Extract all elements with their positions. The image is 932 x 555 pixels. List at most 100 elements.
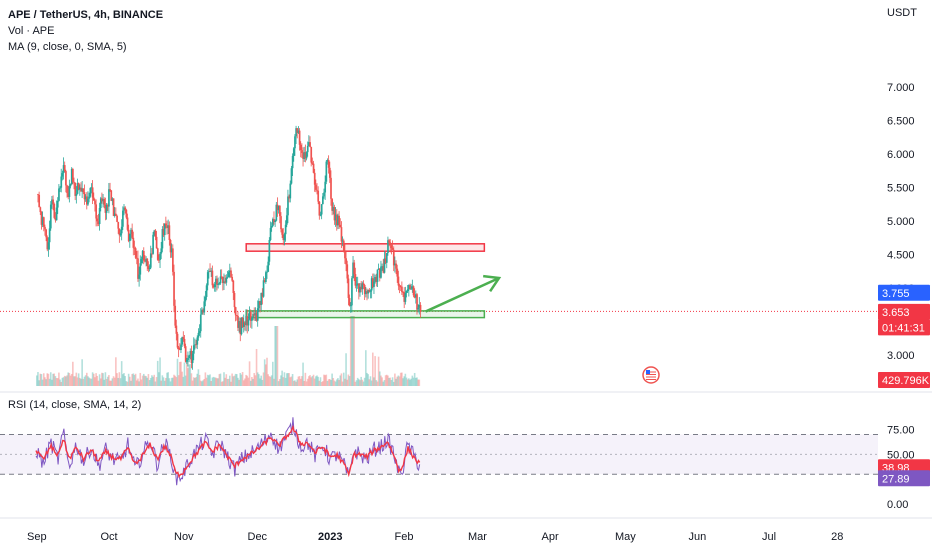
volume-bar — [256, 372, 259, 386]
volume-bar — [48, 378, 51, 386]
candle-body — [298, 130, 301, 145]
volume-bar — [138, 381, 140, 386]
drawing-zones[interactable] — [0, 243, 878, 384]
volume-bar — [397, 375, 400, 386]
volume-bar — [258, 374, 260, 386]
candle-body — [416, 294, 418, 310]
candle-body — [66, 185, 68, 194]
volume-bar — [213, 377, 216, 386]
candle-body — [95, 204, 97, 219]
volume-bar — [116, 373, 118, 386]
candle-body — [274, 220, 277, 223]
volume-bar — [347, 374, 350, 386]
volume-bar — [270, 375, 273, 386]
candle-body — [52, 199, 54, 204]
time-tick-label: Mar — [468, 531, 487, 543]
volume-bar — [182, 376, 185, 386]
candle-body — [337, 215, 339, 226]
candle-body — [242, 322, 245, 327]
volume-bar — [40, 374, 43, 386]
volume-badge: 429.796K — [878, 372, 930, 388]
volume-bar — [346, 379, 349, 386]
candle-body — [125, 209, 128, 218]
volume-bar — [338, 379, 340, 386]
volume-bar — [139, 372, 142, 386]
legend-volume[interactable]: Vol · APE — [8, 25, 55, 37]
price-tick-label: 5.000 — [887, 216, 915, 228]
candle-body — [120, 226, 123, 234]
candle-body — [105, 204, 108, 213]
candle-body — [155, 236, 158, 249]
candle-body — [345, 258, 347, 265]
candlesticks — [37, 125, 422, 370]
volume-bar — [349, 316, 352, 386]
volume-bar — [268, 376, 271, 386]
volume-bar — [103, 379, 106, 386]
candle-body — [39, 207, 42, 213]
candle-body — [144, 260, 146, 262]
volume-bar — [173, 374, 175, 386]
candle-body — [82, 188, 85, 193]
volume-bar — [88, 377, 90, 386]
volume-bar — [265, 364, 267, 386]
candle-body — [415, 294, 417, 298]
volume-bar — [328, 379, 331, 386]
last-price-badge-bg — [878, 303, 930, 320]
candle-body — [198, 331, 201, 333]
volume-bar — [176, 358, 179, 386]
last-price-badge-text: 3.653 — [882, 307, 910, 319]
volume-bar — [245, 374, 247, 386]
volume-bar — [183, 362, 186, 386]
volume-bar — [167, 372, 169, 386]
legend-ma[interactable]: MA (9, close, 0, SMA, 5) — [8, 41, 127, 53]
candle-body — [287, 196, 289, 216]
candle-body — [117, 221, 120, 229]
volume-bar — [272, 361, 274, 386]
volume-bar — [259, 378, 261, 386]
volume-bar — [246, 375, 249, 386]
candle-body — [219, 276, 222, 284]
candle-body — [53, 203, 56, 218]
candle-body — [306, 145, 309, 153]
candle-body — [116, 215, 118, 222]
volume-bar — [292, 380, 295, 386]
candle-body — [69, 184, 72, 187]
volume-bar — [242, 380, 245, 386]
candle-body — [360, 286, 363, 290]
volume-bar — [308, 376, 310, 386]
candle-body — [213, 284, 216, 288]
volume-bar — [235, 374, 238, 386]
legend-rsi[interactable]: RSI (14, close, SMA, 14, 2) — [8, 399, 142, 411]
candle-body — [215, 278, 217, 285]
candle-body — [380, 266, 382, 278]
legend-symbol[interactable]: APE / TetherUS, 4h, BINANCE — [8, 9, 164, 21]
volume-bar — [162, 377, 165, 386]
volume-bar — [303, 380, 306, 386]
candle-body — [411, 286, 414, 289]
candle-body — [74, 182, 77, 196]
volume-bar — [101, 372, 103, 386]
volume-bar — [273, 378, 275, 386]
volume-bar — [290, 376, 293, 386]
candle-body — [284, 224, 287, 235]
candle-body — [79, 187, 81, 190]
volume-bar — [226, 378, 229, 386]
volume-bar — [73, 376, 75, 386]
candle-body — [382, 266, 385, 273]
volume-bar — [147, 374, 150, 386]
volume-bar — [362, 381, 365, 386]
price-tick-label: 7.000 — [887, 82, 915, 94]
volume-bar — [111, 378, 114, 386]
candle-body — [266, 271, 268, 273]
candle-body — [140, 259, 143, 264]
candle-body — [272, 219, 274, 227]
countdown-badge-text: 01:41:31 — [882, 322, 925, 334]
volume-bar — [151, 375, 153, 386]
candle-body — [239, 321, 242, 335]
candle-body — [331, 198, 334, 211]
candle-body — [101, 198, 103, 202]
candle-body — [168, 225, 171, 241]
volume-bar — [42, 373, 45, 386]
volume-bar — [296, 379, 299, 386]
